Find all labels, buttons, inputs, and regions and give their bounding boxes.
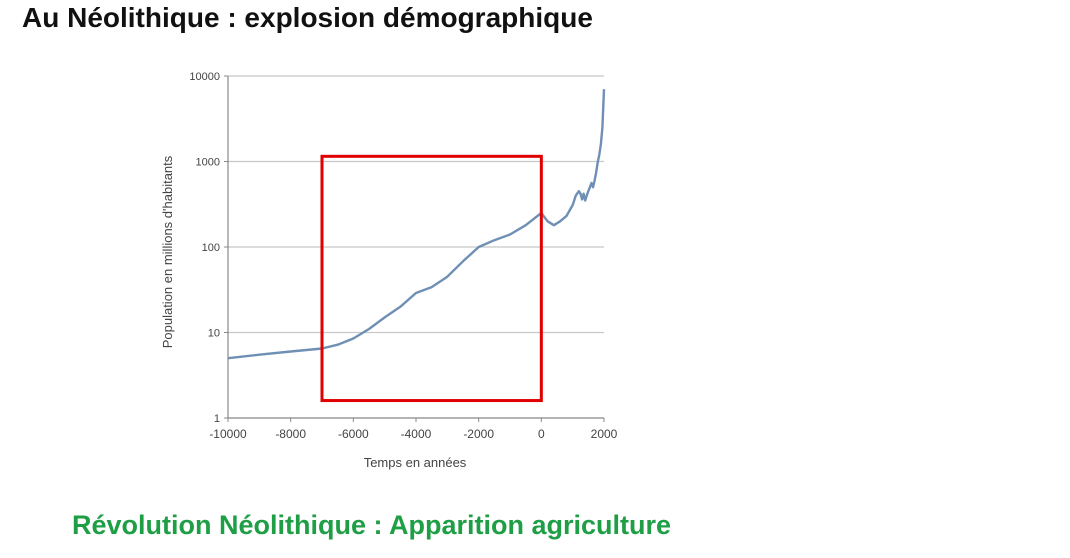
- annotation-layer: [320, 154, 543, 403]
- page-title: Au Néolithique : explosion démographique: [22, 2, 593, 33]
- x-tick-label: 2000: [591, 427, 618, 441]
- y-axis-title: Population en millions d'habitants: [160, 155, 175, 348]
- y-tick-label: 100: [202, 242, 220, 254]
- y-tick-label: 10000: [189, 71, 220, 83]
- population-series-line: [227, 89, 606, 360]
- footer-caption: Révolution Néolithique : Apparition agri…: [72, 510, 672, 540]
- x-axis-title: Temps en années: [364, 455, 467, 470]
- x-tick-label: 0: [538, 427, 545, 441]
- highlight-rectangle: [320, 154, 543, 403]
- y-tick-label: 1: [214, 413, 220, 425]
- x-tick-label: -10000: [209, 427, 247, 441]
- x-tick-label: -6000: [338, 427, 369, 441]
- x-tick-label: -2000: [463, 427, 494, 441]
- tick-layer: 1 10 100 1000 10000 -10000 -8000 -6000 -4000 -200…: [189, 71, 617, 441]
- x-tick-label: -4000: [401, 427, 432, 441]
- y-tick-label: 10: [208, 328, 220, 340]
- x-tick-label: -8000: [275, 427, 306, 441]
- series-layer: [227, 89, 606, 360]
- y-tick-label: 1000: [196, 157, 220, 169]
